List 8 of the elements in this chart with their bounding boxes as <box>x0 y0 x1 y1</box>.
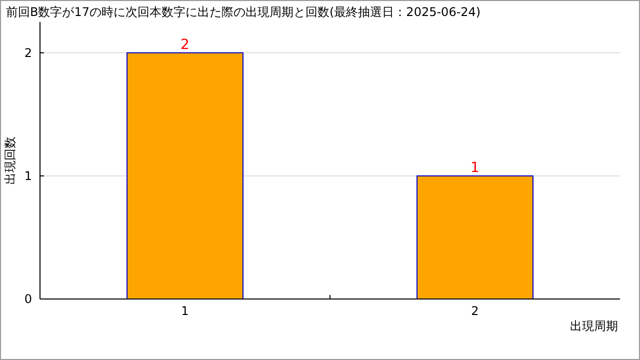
y-tick-label: 1 <box>24 168 32 183</box>
y-tick-label: 2 <box>24 46 32 60</box>
chart-title: 前回B数字が17の時に次回本数字に出た際の出現周期と回数(最終抽選日：2025-06-24) <box>6 5 481 19</box>
y-tick-label: 0 <box>24 292 32 306</box>
x-axis-title: 出現周期 <box>570 319 618 333</box>
data-label: 1 <box>470 160 480 176</box>
y-axis-title: 出現回数 <box>3 136 17 184</box>
data-label: 2 <box>180 36 190 53</box>
